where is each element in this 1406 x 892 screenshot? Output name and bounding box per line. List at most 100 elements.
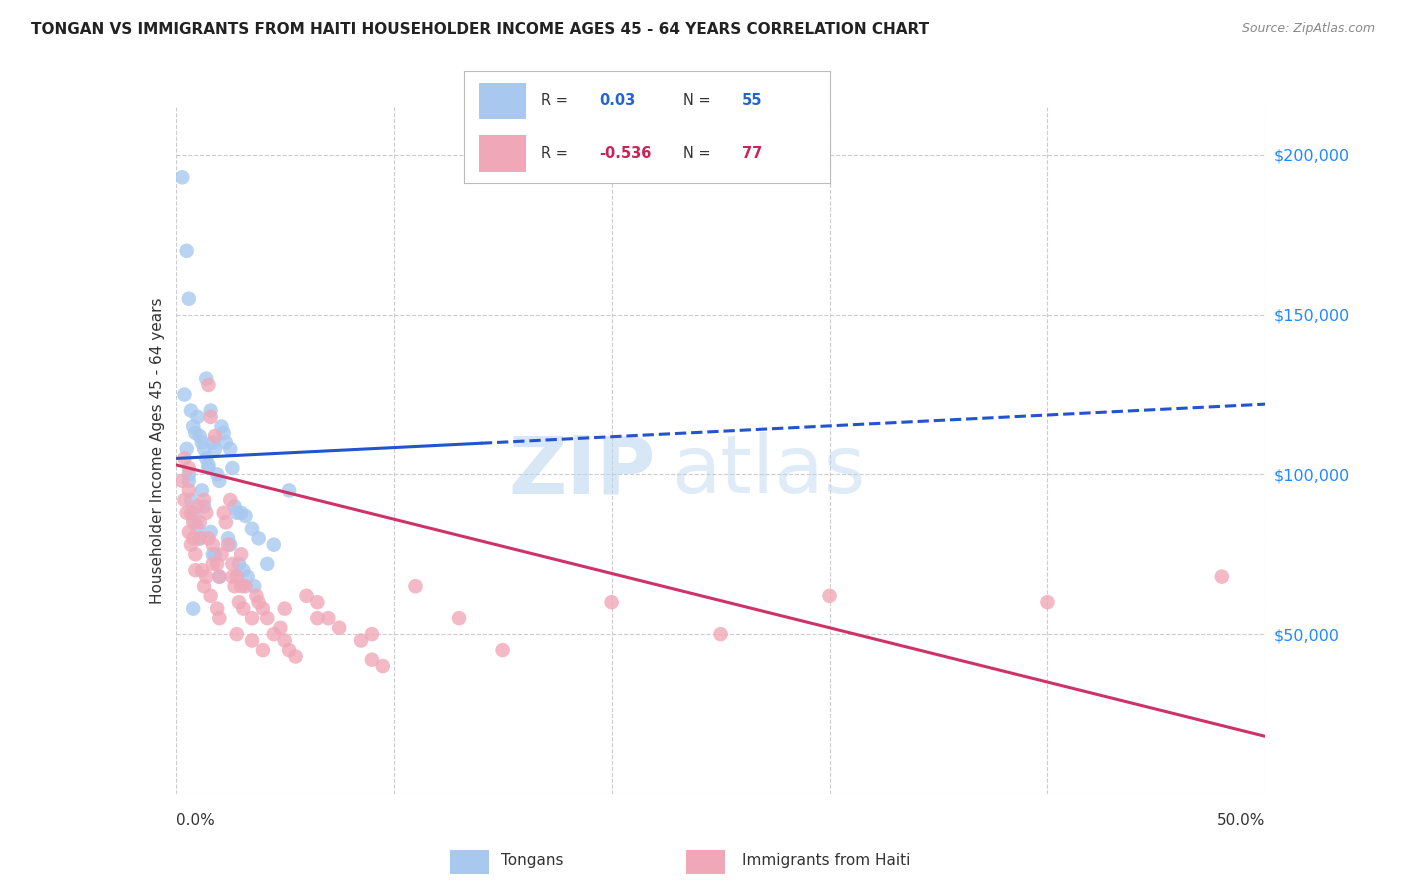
Point bbox=[193, 579, 215, 593]
Point bbox=[278, 643, 301, 657]
Point bbox=[180, 403, 202, 417]
Point bbox=[231, 547, 253, 561]
Text: ZIP: ZIP bbox=[508, 432, 655, 510]
Point bbox=[181, 531, 204, 545]
Point bbox=[295, 589, 318, 603]
Point bbox=[176, 506, 198, 520]
Point bbox=[245, 589, 267, 603]
Point bbox=[173, 493, 195, 508]
Point bbox=[180, 506, 202, 520]
Text: N =: N = bbox=[683, 145, 711, 161]
Point bbox=[191, 483, 214, 498]
Point bbox=[225, 627, 247, 641]
Point bbox=[208, 569, 231, 583]
Point bbox=[211, 419, 233, 434]
Point bbox=[284, 649, 307, 664]
Y-axis label: Householder Income Ages 45 - 64 years: Householder Income Ages 45 - 64 years bbox=[149, 297, 165, 604]
Point bbox=[184, 425, 207, 440]
Point bbox=[177, 461, 200, 475]
Point bbox=[232, 563, 254, 577]
Point bbox=[186, 500, 209, 514]
Point bbox=[195, 569, 218, 583]
Point bbox=[240, 633, 263, 648]
Point bbox=[173, 451, 195, 466]
Text: R =: R = bbox=[541, 145, 568, 161]
Point bbox=[193, 500, 215, 514]
Point bbox=[225, 506, 247, 520]
Point bbox=[371, 659, 394, 673]
Point bbox=[205, 467, 228, 482]
Text: 77: 77 bbox=[742, 145, 762, 161]
Point bbox=[215, 516, 238, 530]
Point bbox=[1211, 569, 1233, 583]
Point bbox=[201, 547, 224, 561]
Text: 50.0%: 50.0% bbox=[1218, 813, 1265, 828]
Text: 0.0%: 0.0% bbox=[176, 813, 215, 828]
Point bbox=[224, 579, 246, 593]
Point bbox=[204, 429, 226, 443]
Point bbox=[235, 579, 257, 593]
Text: R =: R = bbox=[541, 94, 568, 109]
Point bbox=[219, 493, 242, 508]
Point bbox=[307, 595, 329, 609]
Point bbox=[200, 403, 222, 417]
Point bbox=[252, 601, 274, 615]
Point bbox=[186, 522, 209, 536]
Point bbox=[204, 547, 226, 561]
Point bbox=[228, 557, 250, 571]
Point bbox=[211, 547, 233, 561]
Point bbox=[204, 442, 226, 456]
Point bbox=[236, 569, 259, 583]
Point bbox=[197, 461, 219, 475]
Text: 55: 55 bbox=[742, 94, 762, 109]
Point bbox=[184, 547, 207, 561]
Point bbox=[201, 538, 224, 552]
Point bbox=[492, 643, 515, 657]
Point bbox=[193, 493, 215, 508]
Point bbox=[232, 601, 254, 615]
Point bbox=[252, 643, 274, 657]
Point bbox=[600, 595, 623, 609]
Point bbox=[231, 579, 253, 593]
Point bbox=[228, 595, 250, 609]
Point bbox=[274, 601, 297, 615]
Point bbox=[188, 531, 211, 545]
Point bbox=[263, 627, 285, 641]
Point bbox=[240, 522, 263, 536]
Point bbox=[217, 538, 239, 552]
Point bbox=[221, 557, 243, 571]
Point bbox=[200, 409, 222, 424]
Point bbox=[256, 611, 278, 625]
Text: -0.536: -0.536 bbox=[599, 145, 651, 161]
Point bbox=[188, 531, 211, 545]
Point bbox=[177, 292, 200, 306]
Point bbox=[235, 508, 257, 523]
Point bbox=[263, 538, 285, 552]
Point bbox=[201, 435, 224, 450]
Point bbox=[361, 627, 384, 641]
Point bbox=[188, 516, 211, 530]
Text: atlas: atlas bbox=[672, 432, 866, 510]
Point bbox=[184, 516, 207, 530]
Text: Immigrants from Haiti: Immigrants from Haiti bbox=[742, 854, 911, 868]
Point bbox=[172, 170, 194, 185]
Point bbox=[215, 435, 238, 450]
Point bbox=[195, 451, 218, 466]
Point bbox=[176, 244, 198, 258]
Point bbox=[208, 611, 231, 625]
Point bbox=[188, 429, 211, 443]
Point bbox=[208, 569, 231, 583]
Point bbox=[208, 474, 231, 488]
Point bbox=[200, 589, 222, 603]
Point bbox=[176, 442, 198, 456]
Point bbox=[350, 633, 373, 648]
Point bbox=[195, 371, 218, 385]
Point bbox=[197, 458, 219, 472]
FancyBboxPatch shape bbox=[450, 849, 489, 874]
Point bbox=[191, 435, 214, 450]
Point bbox=[186, 409, 209, 424]
Point bbox=[177, 524, 200, 539]
Point bbox=[818, 589, 841, 603]
Point bbox=[247, 595, 270, 609]
Point bbox=[205, 557, 228, 571]
